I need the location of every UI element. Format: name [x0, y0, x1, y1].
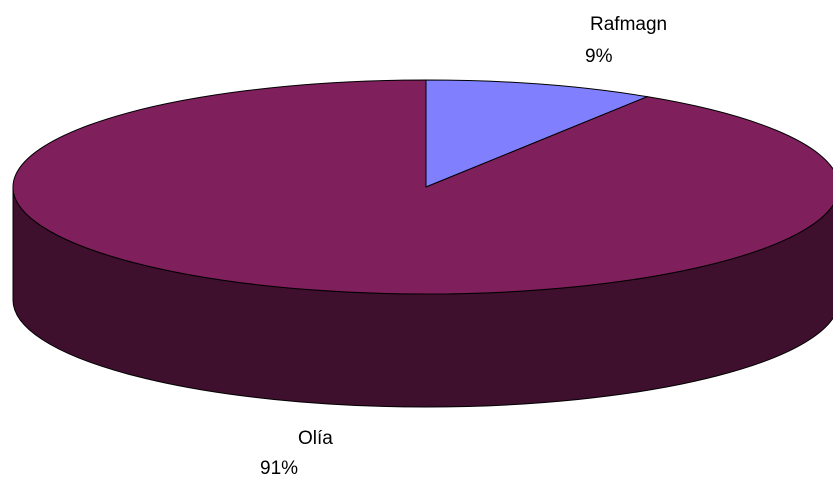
- slice-name-rafmagn: Rafmagn: [590, 14, 667, 35]
- slice-name-olia: Olía: [298, 428, 333, 449]
- slice-percent-rafmagn: 9%: [585, 46, 613, 67]
- slice-percent-olia: 91%: [260, 458, 298, 479]
- pie-labels: Rafmagn 9% Olía 91%: [260, 14, 667, 479]
- pie-slice-rafmagn: [425, 79, 648, 188]
- pie-slice-olia: [12, 79, 833, 295]
- pie-top: [12, 79, 833, 295]
